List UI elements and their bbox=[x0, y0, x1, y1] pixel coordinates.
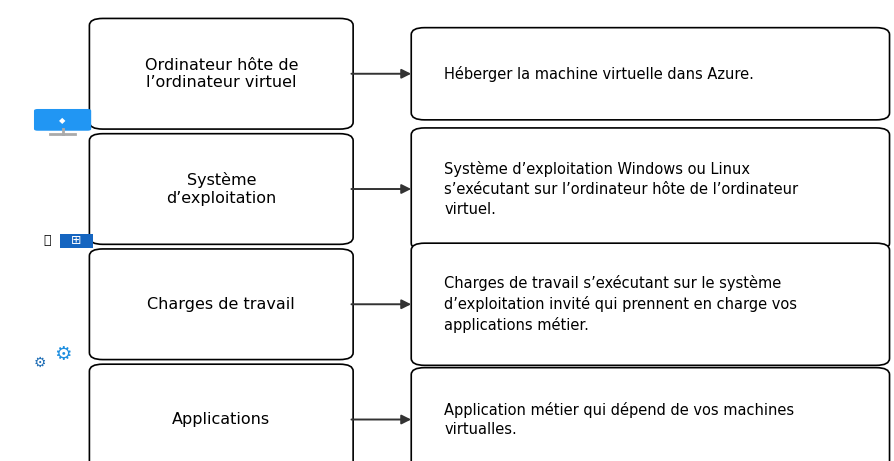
FancyBboxPatch shape bbox=[411, 28, 890, 120]
FancyBboxPatch shape bbox=[89, 134, 353, 244]
Text: Héberger la machine virtuelle dans Azure.: Héberger la machine virtuelle dans Azure… bbox=[444, 66, 755, 82]
Text: ⚙: ⚙ bbox=[54, 345, 72, 364]
Text: ⚙: ⚙ bbox=[34, 356, 46, 370]
FancyBboxPatch shape bbox=[411, 368, 890, 461]
Text: Application métier qui dépend de vos machines
virtualles.: Application métier qui dépend de vos mac… bbox=[444, 402, 795, 437]
FancyBboxPatch shape bbox=[34, 109, 91, 131]
Text: Système
d’exploitation: Système d’exploitation bbox=[166, 172, 276, 206]
Text: ⊞: ⊞ bbox=[72, 235, 81, 248]
Text: Applications: Applications bbox=[173, 412, 270, 427]
Text: Charges de travail: Charges de travail bbox=[148, 297, 295, 312]
FancyBboxPatch shape bbox=[89, 249, 353, 360]
Text: Charges de travail s’exécutant sur le système
d’exploitation invité qui prennent: Charges de travail s’exécutant sur le sy… bbox=[444, 275, 797, 333]
Text: Ordinateur hôte de
l’ordinateur virtuel: Ordinateur hôte de l’ordinateur virtuel bbox=[145, 58, 298, 90]
FancyBboxPatch shape bbox=[60, 234, 93, 248]
FancyBboxPatch shape bbox=[89, 364, 353, 461]
FancyBboxPatch shape bbox=[89, 18, 353, 129]
Text: Système d’exploitation Windows ou Linux
s’exécutant sur l’ordinateur hôte de l’o: Système d’exploitation Windows ou Linux … bbox=[444, 161, 798, 217]
FancyBboxPatch shape bbox=[411, 128, 890, 250]
FancyBboxPatch shape bbox=[411, 243, 890, 365]
Text: ◆: ◆ bbox=[59, 116, 66, 125]
Text: 🐧: 🐧 bbox=[44, 234, 51, 247]
